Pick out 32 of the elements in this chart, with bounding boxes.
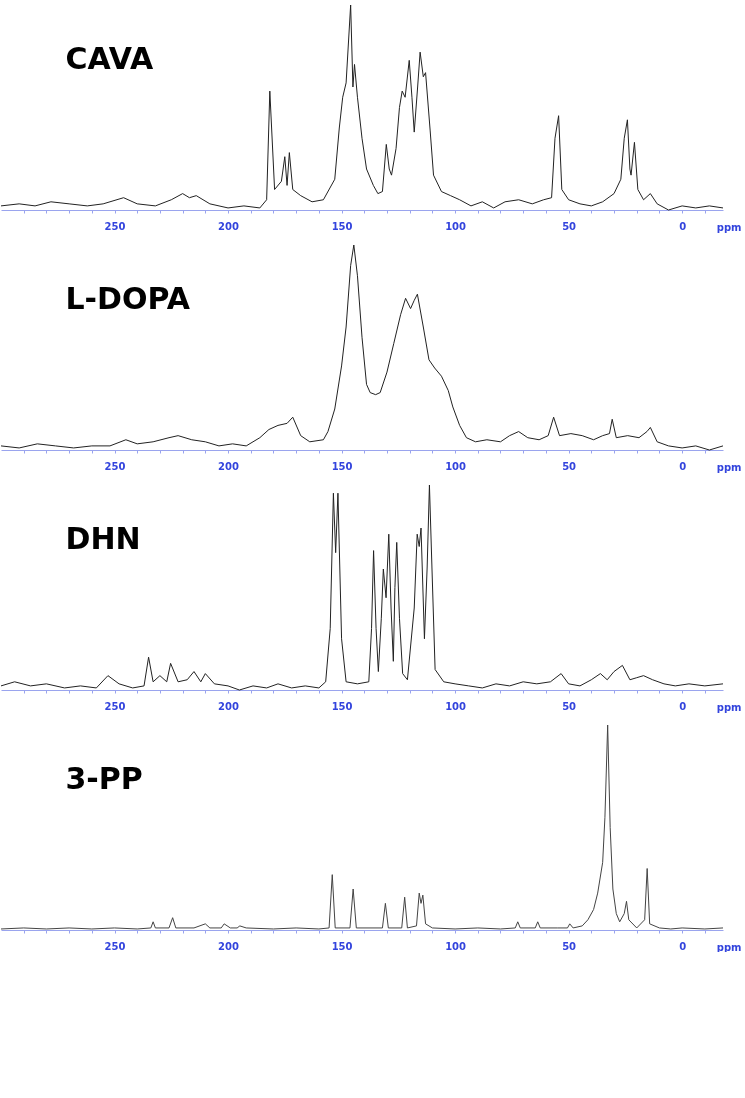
x-tick-label: 50 (562, 940, 577, 952)
x-tick-label: 200 (218, 460, 240, 472)
x-tick-label: 250 (104, 220, 126, 232)
x-tick-label: 150 (331, 220, 353, 232)
x-tick-label: 250 (104, 460, 126, 472)
x-tick-label: 200 (218, 940, 240, 952)
x-tick-label: 200 (218, 700, 240, 712)
text: 3-PP (65, 760, 143, 796)
x-tick-label: 0 (679, 700, 687, 712)
x-axis-title: ppm (716, 221, 742, 233)
x-tick-label: 250 (104, 940, 126, 952)
x-tick-label: 150 (331, 700, 353, 712)
x-tick-label: 0 (679, 220, 687, 232)
text: L-DOPA (65, 280, 191, 316)
x-tick-label: 150 (331, 460, 353, 472)
text: DHN (65, 520, 141, 556)
x-tick-label: 150 (331, 940, 353, 952)
text: CAVA (65, 40, 154, 76)
x-tick-label: 100 (445, 220, 467, 232)
x-axis-title: ppm (716, 941, 742, 953)
x-tick-label: 0 (679, 940, 687, 952)
x-tick-label: 50 (562, 220, 577, 232)
x-tick-label: 100 (445, 700, 467, 712)
x-tick-label: 200 (218, 220, 240, 232)
x-tick-label: 0 (679, 460, 687, 472)
x-tick-label: 50 (562, 700, 577, 712)
x-tick-label: 50 (562, 460, 577, 472)
x-axis-title: ppm (716, 701, 742, 713)
x-tick-label: 100 (445, 460, 467, 472)
x-tick-label: 100 (445, 940, 467, 952)
x-axis-title: ppm (716, 461, 742, 473)
x-tick-label: 250 (104, 700, 126, 712)
